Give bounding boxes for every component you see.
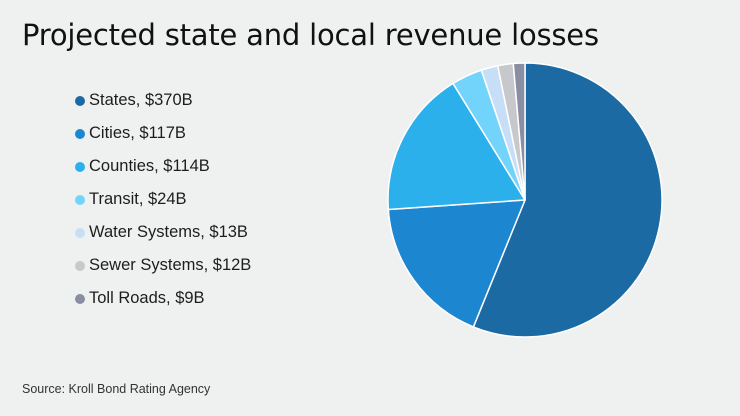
legend-item-states: States, $370B [75,84,251,117]
legend-swatch-water-systems [75,227,85,238]
chart-title: Projected state and local revenue losses [22,18,599,52]
legend-swatch-cities [75,128,85,139]
legend-label-transit: Transit, $24B [89,190,187,208]
pie-slice-states [472,62,663,338]
legend-label-counties: Counties, $114B [89,157,210,175]
legend-item-toll-roads: Toll Roads, $9B [75,282,251,315]
legend-label-states: States, $370B [89,91,193,109]
legend-label-toll-roads: Toll Roads, $9B [89,289,205,307]
legend-label-water-systems: Water Systems, $13B [89,223,248,241]
legend-item-counties: Counties, $114B [75,150,251,183]
legend-swatch-transit [75,194,85,205]
legend-swatch-states [75,95,85,106]
legend-swatch-sewer-systems [75,260,85,271]
pie-slice-cities [387,199,526,328]
legend-swatch-counties [75,161,85,172]
legend-item-transit: Transit, $24B [75,183,251,216]
legend-label-sewer-systems: Sewer Systems, $12B [89,256,252,274]
source-note: Source: Kroll Bond Rating Agency [22,382,211,396]
legend-label-cities: Cities, $117B [89,124,186,142]
legend-item-sewer-systems: Sewer Systems, $12B [75,249,251,282]
legend-swatch-toll-roads [75,293,85,304]
legend-item-cities: Cities, $117B [75,117,251,150]
pie-slice-toll-roads [512,62,526,201]
legend-item-water-systems: Water Systems, $13B [75,216,251,249]
legend: States, $370B Cities, $117B Counties, $1… [75,84,251,315]
pie-slice-counties [387,82,526,211]
